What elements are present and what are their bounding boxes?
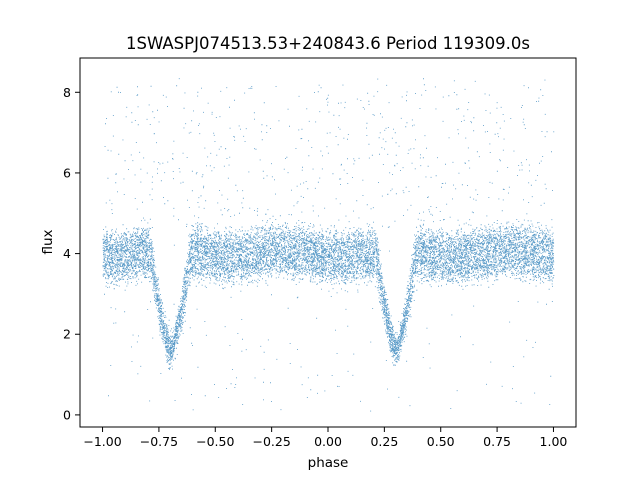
y-axis-label: flux (40, 229, 56, 254)
x-tick-label: 0.75 (483, 434, 511, 449)
chart-title: 1SWASPJ074513.53+240843.6 Period 119309.… (126, 34, 530, 53)
y-tick-label: 4 (63, 246, 71, 261)
x-tick-label: −0.75 (140, 434, 178, 449)
x-tick-label: 1.00 (540, 434, 568, 449)
x-tick-label: −0.50 (196, 434, 234, 449)
x-axis-label: phase (308, 455, 349, 471)
y-axis-ticks: 0 2 4 6 8 (63, 85, 80, 422)
x-tick-label: 0.00 (314, 434, 342, 449)
x-tick-label: −1.00 (83, 434, 121, 449)
y-tick-label: 8 (63, 85, 71, 100)
data-points (102, 78, 555, 412)
x-tick-label: −0.25 (252, 434, 290, 449)
scatter-points (102, 78, 555, 412)
y-tick-label: 0 (63, 407, 71, 422)
x-tick-label: 0.50 (427, 434, 455, 449)
y-tick-label: 6 (63, 165, 71, 180)
x-axis-ticks: −1.00 −0.75 −0.50 −0.25 0.00 0.25 0.50 0.75 1.00 (83, 427, 567, 449)
y-tick-label: 2 (63, 327, 71, 342)
x-tick-label: 0.25 (370, 434, 398, 449)
